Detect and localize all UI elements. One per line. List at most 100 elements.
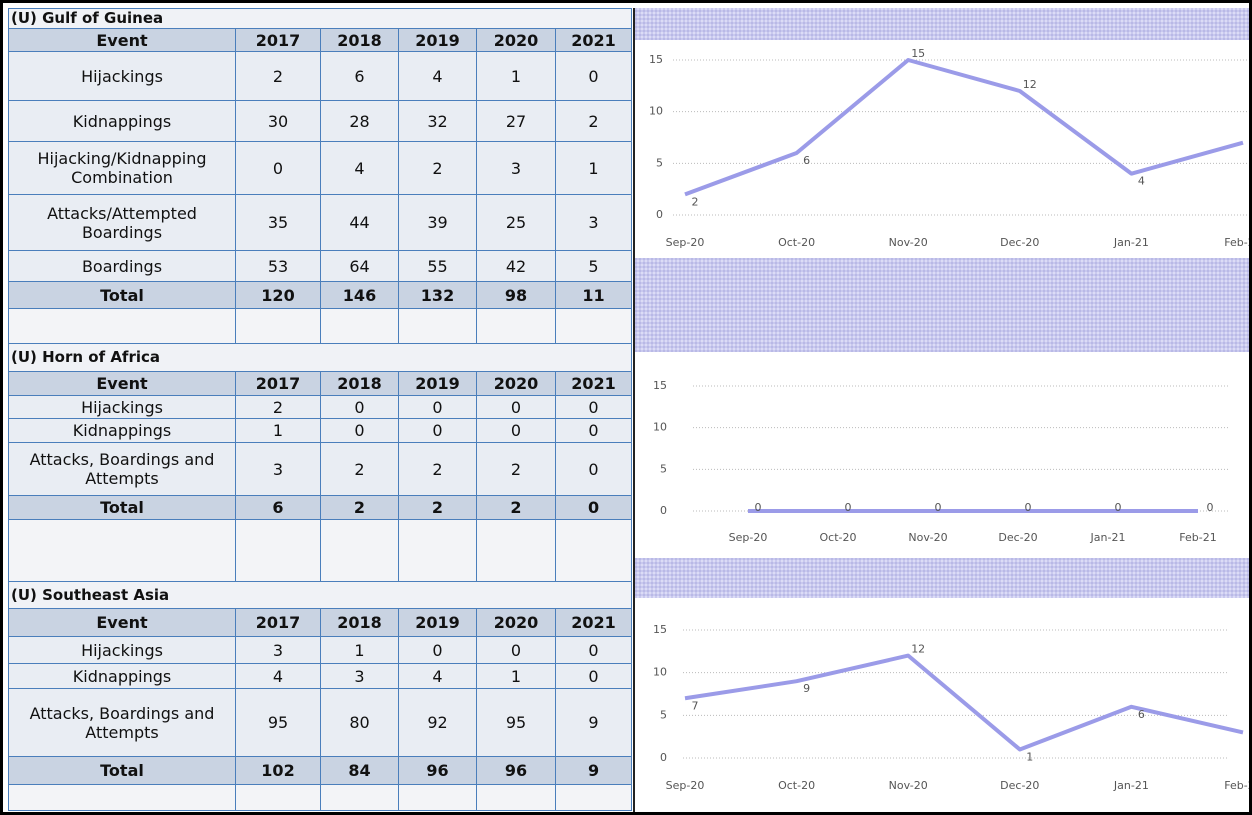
cell-value: 2 [476, 495, 556, 520]
x-tick-label: Dec-20 [1000, 779, 1039, 792]
column-header: 2020 [476, 608, 556, 637]
y-tick-label: 5 [660, 708, 667, 721]
cell-value: 64 [320, 250, 399, 282]
cell-value: 0 [320, 418, 399, 443]
table-row: (U) Gulf of Guinea [7, 8, 633, 29]
table-row: Total 102 84 96 96 9 [8, 756, 633, 785]
event-label: Boardings [8, 250, 236, 282]
table-row: Kidnappings 1 0 0 0 0 [8, 418, 633, 443]
table-title: (U) Gulf of Guinea [7, 8, 633, 29]
column-header: 2017 [235, 28, 321, 52]
cell-value: 4 [398, 663, 477, 689]
cell-value: 3 [476, 141, 556, 195]
x-tick-label: Dec-20 [1000, 236, 1039, 249]
table-row: (U) Southeast Asia [7, 581, 633, 609]
cell-value: 53 [235, 250, 321, 282]
column-header: 2020 [476, 28, 556, 52]
y-tick-label: 0 [660, 751, 667, 764]
data-label: 15 [911, 47, 925, 60]
table-title: (U) Southeast Asia [7, 581, 633, 609]
cell-value: 0 [476, 636, 556, 664]
cell-value: 0 [398, 636, 477, 664]
cell-value: 2 [398, 442, 477, 496]
band [633, 8, 1249, 40]
y-tick-label: 5 [656, 156, 663, 169]
cell-value: 6 [320, 51, 399, 101]
cell-value: 0 [554, 663, 633, 689]
cell-value: 96 [398, 756, 477, 785]
event-label: Total [8, 495, 236, 520]
data-label: 0 [755, 501, 762, 514]
x-tick-label: Feb-21 [1224, 779, 1249, 792]
line-series [684, 653, 1244, 752]
data-label: 0 [935, 501, 942, 514]
cell-value: 0 [476, 418, 556, 443]
column-header: 2021 [554, 608, 633, 637]
cell-value: 120 [235, 281, 321, 309]
column-header: Event [8, 608, 236, 637]
data-label: 0 [1115, 501, 1122, 514]
cell-value: 32 [398, 100, 477, 142]
cell-value: 39 [398, 194, 477, 251]
event-label: Hijackings [8, 395, 236, 419]
cell-value: 27 [476, 100, 556, 142]
cell-value: 0 [320, 395, 399, 419]
band [633, 558, 1249, 598]
blank-cell [320, 784, 399, 811]
cell-value: 95 [235, 688, 321, 757]
cell-value: 0 [554, 442, 633, 496]
table-row [8, 519, 633, 582]
y-tick-label: 10 [649, 105, 663, 118]
cell-value: 0 [554, 495, 633, 520]
cell-value: 4 [320, 141, 399, 195]
table-title: (U) Horn of Africa [7, 343, 633, 372]
column-header: 2020 [476, 371, 556, 396]
data-label: 6 [1138, 708, 1145, 721]
event-label: Attacks, Boardings and Attempts [8, 688, 236, 757]
cell-value: 4 [398, 51, 477, 101]
cell-value: 132 [398, 281, 477, 309]
blank-cell [320, 308, 399, 344]
blank-cell [398, 519, 477, 582]
data-label: 2 [692, 195, 699, 208]
cell-value: 1 [235, 418, 321, 443]
cell-value: 5 [554, 250, 633, 282]
cell-value: 2 [320, 495, 399, 520]
column-header: 2018 [320, 371, 399, 396]
column-header: 2018 [320, 608, 399, 637]
piracy-table: (U) Gulf of Guinea Event 2017 2018 2019 2020 2… [7, 8, 633, 811]
x-tick-label: Feb-21 [1179, 531, 1216, 544]
cell-value: 28 [320, 100, 399, 142]
x-tick-label: Nov-20 [908, 531, 947, 544]
cell-value: 11 [554, 281, 633, 309]
table-row: Total 120 146 132 98 11 [8, 281, 633, 309]
cell-value: 95 [476, 688, 556, 757]
x-tick-label: Jan-21 [1113, 236, 1149, 249]
cell-value: 1 [554, 141, 633, 195]
table-row: (U) Horn of Africa [7, 343, 633, 372]
data-label: 12 [1023, 78, 1037, 91]
data-label: 1 [1026, 750, 1033, 763]
data-label: 0 [1207, 501, 1214, 514]
x-tick-label: Sep-20 [729, 531, 768, 544]
cell-value: 0 [554, 418, 633, 443]
event-label: Kidnappings [8, 663, 236, 689]
cell-value: 55 [398, 250, 477, 282]
column-header: 2017 [235, 608, 321, 637]
cell-value: 1 [320, 636, 399, 664]
table-row [8, 784, 633, 811]
cell-value: 0 [398, 418, 477, 443]
event-label: Hijackings [8, 51, 236, 101]
data-label: 7 [692, 699, 699, 712]
blank-cell [398, 308, 477, 344]
cell-value: 44 [320, 194, 399, 251]
table-row: Kidnappings 4 3 4 1 0 [8, 663, 633, 689]
cell-value: 9 [554, 756, 633, 785]
event-label: Attacks/Attempted Boardings [8, 194, 236, 251]
x-tick-label: Oct-20 [778, 779, 815, 792]
cell-value: 0 [554, 395, 633, 419]
table-row: Attacks, Boardings and Attempts 3 2 2 2 0 [8, 442, 633, 496]
cell-value: 6 [235, 495, 321, 520]
event-label: Hijacking/Kidnapping Combination [8, 141, 236, 195]
